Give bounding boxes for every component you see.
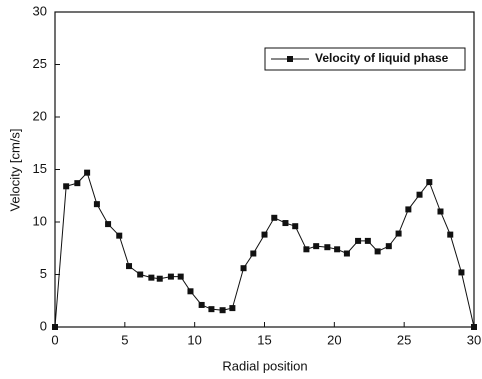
data-point <box>355 237 362 244</box>
y-tick-label: 15 <box>33 161 47 176</box>
data-point <box>303 246 310 253</box>
y-tick-label: 25 <box>33 56 47 71</box>
x-tick-label: 10 <box>187 332 201 347</box>
data-point <box>219 307 226 314</box>
data-line <box>54 171 475 328</box>
data-point <box>405 206 412 213</box>
data-point <box>198 301 205 308</box>
data-point <box>116 232 123 239</box>
data-point <box>156 275 163 282</box>
data-point <box>187 288 194 295</box>
x-tick-label: 25 <box>397 332 411 347</box>
data-point <box>334 246 341 253</box>
data-point <box>458 269 465 276</box>
y-tick-label: 10 <box>33 213 47 228</box>
data-point <box>385 243 392 250</box>
data-point <box>250 250 257 257</box>
x-tick-label: 5 <box>121 332 128 347</box>
data-point <box>261 231 268 238</box>
data-point <box>126 263 133 270</box>
data-point <box>282 220 289 227</box>
legend-box <box>264 47 466 71</box>
y-tick-label: 20 <box>33 108 47 123</box>
legend-label: Velocity of liquid phase <box>315 51 449 65</box>
y-tick-label: 0 <box>40 318 47 333</box>
data-point <box>52 324 58 330</box>
data-point <box>313 243 320 250</box>
data-point <box>416 191 423 198</box>
x-tick-label: 0 <box>51 332 58 347</box>
data-point <box>324 244 331 251</box>
data-point <box>177 273 184 280</box>
data-point <box>471 324 477 330</box>
x-axis-title: Radial position <box>222 358 307 373</box>
x-tick-label: 20 <box>327 332 341 347</box>
y-tick-label: 30 <box>33 3 47 18</box>
data-point <box>208 306 215 313</box>
legend-marker <box>287 56 293 62</box>
data-point <box>63 183 70 190</box>
data-point <box>437 208 444 215</box>
data-point <box>292 223 299 230</box>
data-point <box>426 179 433 186</box>
data-point <box>343 250 350 257</box>
data-point <box>74 180 81 187</box>
data-point <box>374 248 381 255</box>
data-point <box>364 237 371 244</box>
data-point <box>447 231 454 238</box>
x-tick-label: 15 <box>257 332 271 347</box>
data-point <box>148 274 155 281</box>
data-point <box>167 273 174 280</box>
data-point <box>271 214 278 221</box>
data-point <box>93 201 100 208</box>
data-point <box>105 221 112 228</box>
data-point <box>229 305 236 312</box>
data-point <box>137 271 144 278</box>
data-point <box>240 265 247 272</box>
data-point <box>395 230 402 237</box>
y-tick-label: 5 <box>40 266 47 281</box>
data-point <box>84 169 91 176</box>
x-tick-label: 30 <box>467 332 481 347</box>
y-axis-title: Velocity [cm/s] <box>7 128 22 211</box>
